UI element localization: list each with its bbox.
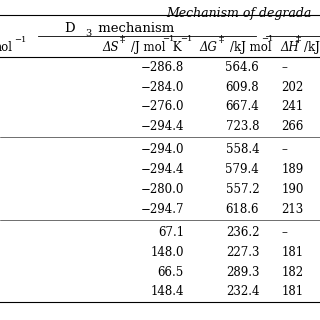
Text: −276.0: −276.0 <box>140 100 184 113</box>
Text: 723.8: 723.8 <box>226 120 259 133</box>
Text: –: – <box>282 61 287 74</box>
Text: –: – <box>282 226 287 239</box>
Text: −294.4: −294.4 <box>140 163 184 176</box>
Text: 66.5: 66.5 <box>158 266 184 278</box>
Text: −286.8: −286.8 <box>141 61 184 74</box>
Text: /kJ mol: /kJ mol <box>230 41 271 54</box>
Text: ΔG: ΔG <box>200 41 218 54</box>
Text: /J mol: /J mol <box>131 41 166 54</box>
Text: 227.3: 227.3 <box>226 246 259 259</box>
Text: /kJ: /kJ <box>304 41 320 54</box>
Text: –: – <box>282 143 287 156</box>
Text: 557.2: 557.2 <box>226 183 259 196</box>
Text: 564.6: 564.6 <box>226 61 259 74</box>
Text: 232.4: 232.4 <box>226 285 259 298</box>
Text: mechanism: mechanism <box>94 22 175 35</box>
Text: 213: 213 <box>282 203 304 216</box>
Text: 3: 3 <box>85 29 91 38</box>
Text: 667.4: 667.4 <box>226 100 259 113</box>
Text: 266: 266 <box>282 120 304 133</box>
Text: 289.3: 289.3 <box>226 266 259 278</box>
Text: −284.0: −284.0 <box>140 81 184 93</box>
Text: −294.4: −294.4 <box>140 120 184 133</box>
Text: −294.0: −294.0 <box>140 143 184 156</box>
Text: 67.1: 67.1 <box>158 226 184 239</box>
Text: 241: 241 <box>282 100 304 113</box>
Text: ΔS: ΔS <box>102 41 118 54</box>
Text: 618.6: 618.6 <box>226 203 259 216</box>
Text: 558.4: 558.4 <box>226 143 259 156</box>
Text: 148.4: 148.4 <box>150 285 184 298</box>
Text: −1: −1 <box>14 36 27 44</box>
Text: −1: −1 <box>162 35 175 43</box>
Text: K: K <box>169 41 181 54</box>
Text: 181: 181 <box>282 246 304 259</box>
Text: −294.7: −294.7 <box>140 203 184 216</box>
Text: 202: 202 <box>282 81 304 93</box>
Text: 148.0: 148.0 <box>150 246 184 259</box>
Text: −1: −1 <box>180 35 192 43</box>
Text: −280.0: −280.0 <box>140 183 184 196</box>
Text: 236.2: 236.2 <box>226 226 259 239</box>
Text: 189: 189 <box>282 163 304 176</box>
Text: ΔH: ΔH <box>280 41 299 54</box>
Text: D: D <box>64 22 75 35</box>
Text: Mechanism of degrada: Mechanism of degrada <box>166 7 312 20</box>
Text: −1: −1 <box>261 35 273 43</box>
Text: 579.4: 579.4 <box>226 163 259 176</box>
Text: ‡: ‡ <box>219 35 224 44</box>
Text: ‡: ‡ <box>120 35 125 44</box>
Text: 190: 190 <box>282 183 304 196</box>
Text: 181: 181 <box>282 285 304 298</box>
Text: ‡: ‡ <box>296 35 301 44</box>
Text: 609.8: 609.8 <box>226 81 259 93</box>
Text: 182: 182 <box>282 266 304 278</box>
Text: mol: mol <box>0 41 13 54</box>
